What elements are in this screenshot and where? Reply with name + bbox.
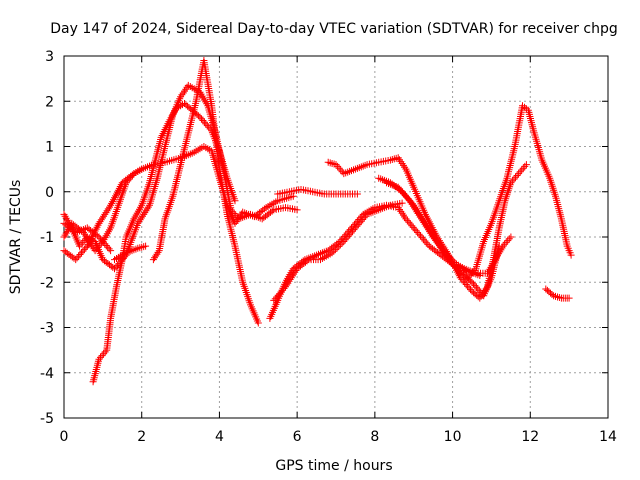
data-points-track-3 xyxy=(60,165,146,264)
data-points-track-9 xyxy=(270,199,406,304)
y-tick-label-8: 3 xyxy=(45,49,54,65)
x-tick-label-3: 6 xyxy=(293,429,302,445)
y-tick-label-4: -1 xyxy=(40,230,54,246)
series-track-6 xyxy=(89,100,239,386)
series-track-7 xyxy=(149,57,262,327)
data-points-track-15 xyxy=(542,285,573,302)
data-points-track-6 xyxy=(89,100,239,386)
x-axis-label: GPS time / hours xyxy=(275,458,392,474)
series-track-14 xyxy=(456,102,575,282)
y-tick-label-7: 2 xyxy=(45,94,54,110)
data-points-track-2 xyxy=(60,143,297,255)
data-points-track-13 xyxy=(383,179,484,279)
chart-title: Day 147 of 2024, Sidereal Day-to-day VTE… xyxy=(50,21,618,37)
x-tick-label-2: 4 xyxy=(215,429,224,445)
y-axis-label: SDTVAR / TECUs xyxy=(8,180,24,295)
x-tick-label-0: 0 xyxy=(60,429,69,445)
y-tick-label-0: -5 xyxy=(40,411,54,427)
data-points-track-14 xyxy=(456,102,575,282)
x-tick-label-1: 2 xyxy=(137,429,146,445)
y-tick-label-3: -2 xyxy=(40,275,54,291)
y-tick-label-1: -4 xyxy=(40,366,54,382)
data-marks xyxy=(60,57,575,386)
series-track-13 xyxy=(383,179,484,279)
x-tick-label-7: 14 xyxy=(599,429,617,445)
x-tick-label-4: 8 xyxy=(370,429,379,445)
series-track-4 xyxy=(60,219,115,255)
series-track-3 xyxy=(60,165,146,264)
y-tick-label-6: 1 xyxy=(45,140,54,156)
y-tick-label-5: 0 xyxy=(45,185,54,201)
y-tick-label-2: -3 xyxy=(40,321,54,337)
series-track-15 xyxy=(542,285,573,302)
data-points-track-10 xyxy=(274,186,361,198)
x-tick-label-5: 10 xyxy=(444,429,462,445)
x-tick-label-6: 12 xyxy=(521,429,539,445)
series-track-10 xyxy=(274,186,361,198)
series-track-2 xyxy=(60,143,297,255)
data-points-track-4 xyxy=(60,219,115,255)
data-points-track-7 xyxy=(149,57,262,327)
series-track-9 xyxy=(270,199,406,304)
